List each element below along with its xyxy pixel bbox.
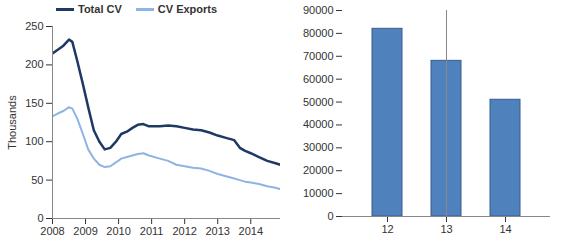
svg-text:2008: 2008 xyxy=(40,225,64,237)
svg-text:100: 100 xyxy=(25,135,43,147)
svg-text:2010: 2010 xyxy=(106,225,130,237)
svg-text:0: 0 xyxy=(327,210,333,222)
svg-text:0: 0 xyxy=(37,212,43,224)
svg-text:40000: 40000 xyxy=(303,118,334,130)
svg-text:20000: 20000 xyxy=(303,164,334,176)
svg-text:50000: 50000 xyxy=(303,96,334,108)
svg-text:2009: 2009 xyxy=(73,225,97,237)
html-text:CV Exports: CV Exports xyxy=(157,3,218,15)
svg-text:150: 150 xyxy=(25,97,43,109)
svg-text:Thousands: Thousands xyxy=(6,95,18,150)
svg-text:2011: 2011 xyxy=(140,225,164,237)
html-text:Total CV: Total CV xyxy=(78,3,122,15)
svg-text:50: 50 xyxy=(31,174,43,186)
svg-text:12: 12 xyxy=(381,223,393,235)
svg-text:2013: 2013 xyxy=(205,225,229,237)
svg-text:10000: 10000 xyxy=(303,187,334,199)
svg-text:30000: 30000 xyxy=(303,141,334,153)
svg-text:250: 250 xyxy=(25,20,43,32)
svg-text:70000: 70000 xyxy=(303,50,334,62)
svg-text:14: 14 xyxy=(499,223,511,235)
svg-text:90000: 90000 xyxy=(303,4,334,16)
svg-text:13: 13 xyxy=(440,223,452,235)
svg-text:80000: 80000 xyxy=(303,27,334,39)
svg-text:2014: 2014 xyxy=(239,225,263,237)
svg-text:60000: 60000 xyxy=(303,73,334,85)
svg-text:2012: 2012 xyxy=(172,225,196,237)
svg-text:200: 200 xyxy=(25,58,43,70)
